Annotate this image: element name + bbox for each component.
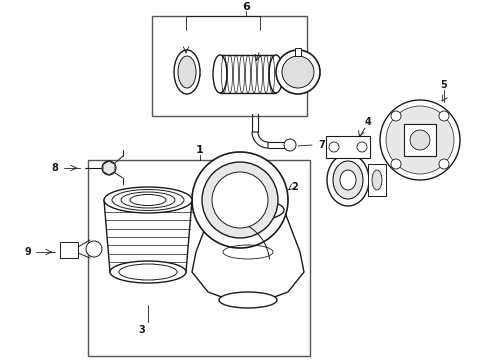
Text: 7: 7 bbox=[318, 140, 325, 150]
Ellipse shape bbox=[212, 199, 284, 221]
Text: 1: 1 bbox=[196, 145, 204, 155]
Circle shape bbox=[329, 142, 339, 152]
Ellipse shape bbox=[121, 192, 175, 208]
Bar bbox=[326, 136, 370, 158]
Text: 2: 2 bbox=[292, 182, 298, 192]
Circle shape bbox=[391, 159, 401, 169]
Ellipse shape bbox=[130, 194, 166, 206]
Bar bbox=[88, 160, 310, 356]
Bar bbox=[404, 124, 436, 156]
Bar bbox=[368, 164, 386, 196]
Circle shape bbox=[357, 142, 367, 152]
Text: 5: 5 bbox=[441, 80, 447, 90]
Ellipse shape bbox=[213, 55, 227, 93]
Ellipse shape bbox=[327, 154, 369, 206]
Polygon shape bbox=[192, 210, 304, 300]
Text: 9: 9 bbox=[24, 247, 31, 257]
Bar bbox=[295, 48, 301, 56]
Ellipse shape bbox=[269, 55, 283, 93]
Circle shape bbox=[284, 139, 296, 151]
Circle shape bbox=[410, 130, 430, 150]
Ellipse shape bbox=[340, 170, 356, 190]
Bar bbox=[220, 55, 276, 93]
Circle shape bbox=[192, 152, 288, 248]
Circle shape bbox=[276, 50, 320, 94]
Polygon shape bbox=[103, 161, 115, 175]
Polygon shape bbox=[252, 132, 268, 148]
Ellipse shape bbox=[110, 261, 186, 283]
Circle shape bbox=[391, 111, 401, 121]
Polygon shape bbox=[104, 200, 192, 272]
Circle shape bbox=[86, 241, 102, 257]
Circle shape bbox=[380, 100, 460, 180]
Text: 8: 8 bbox=[51, 163, 58, 173]
Ellipse shape bbox=[372, 170, 382, 190]
Ellipse shape bbox=[112, 189, 184, 211]
Bar bbox=[60, 242, 78, 258]
Ellipse shape bbox=[119, 264, 177, 280]
Ellipse shape bbox=[333, 161, 363, 199]
Ellipse shape bbox=[104, 187, 192, 213]
Ellipse shape bbox=[219, 292, 277, 308]
Text: 6: 6 bbox=[242, 2, 250, 12]
Circle shape bbox=[102, 161, 116, 175]
Circle shape bbox=[212, 172, 268, 228]
Circle shape bbox=[386, 106, 454, 174]
Ellipse shape bbox=[174, 50, 200, 94]
Circle shape bbox=[202, 162, 278, 238]
Circle shape bbox=[439, 111, 449, 121]
Circle shape bbox=[282, 56, 314, 88]
Bar bbox=[152, 16, 307, 116]
Circle shape bbox=[439, 159, 449, 169]
Text: 4: 4 bbox=[365, 117, 371, 127]
Ellipse shape bbox=[178, 56, 196, 88]
Text: 3: 3 bbox=[139, 325, 146, 335]
